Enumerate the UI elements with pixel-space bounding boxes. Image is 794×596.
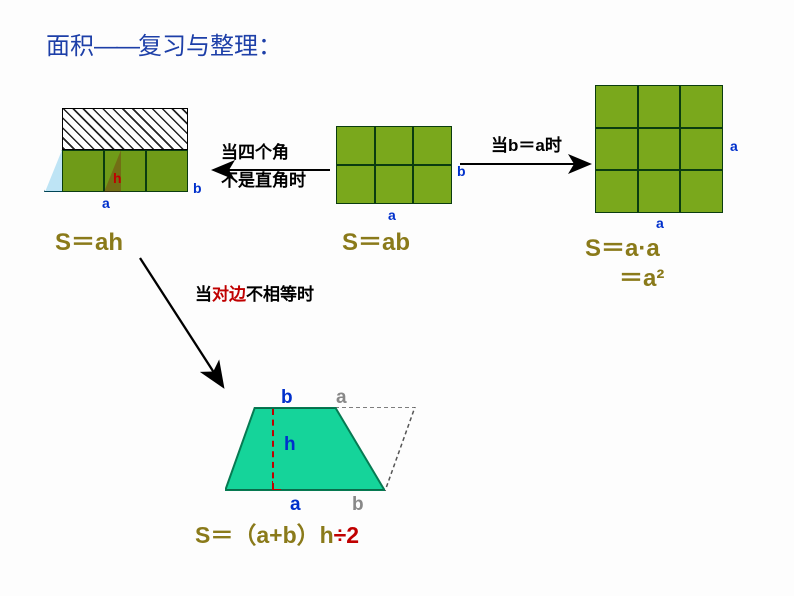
trap-h: h xyxy=(284,434,296,456)
trap-b-ghost: b xyxy=(352,494,364,516)
trapezoid-height-foot xyxy=(272,481,281,490)
trapezoid-formula: S＝（a+b）h÷2 xyxy=(195,516,359,550)
trapezoid-height-line xyxy=(272,409,274,489)
arrows-layer xyxy=(0,0,794,596)
trapezoid-border xyxy=(225,407,385,491)
trapezoid-figure xyxy=(225,407,445,492)
trap-a-ghost: a xyxy=(336,387,347,409)
arrow-para-to-trap xyxy=(140,258,222,385)
trap-formula-black: S＝（a+b）h xyxy=(195,522,334,548)
trap-a-bottom: a xyxy=(290,494,301,516)
trap-b-top: b xyxy=(281,387,293,409)
trap-formula-red: ÷2 xyxy=(334,522,359,548)
